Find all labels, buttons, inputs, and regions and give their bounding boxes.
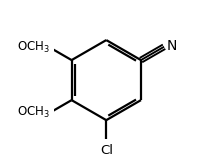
Text: OCH$_3$: OCH$_3$ <box>17 105 50 120</box>
Text: N: N <box>167 39 177 53</box>
Text: OCH$_3$: OCH$_3$ <box>17 40 50 55</box>
Text: Cl: Cl <box>100 144 113 156</box>
